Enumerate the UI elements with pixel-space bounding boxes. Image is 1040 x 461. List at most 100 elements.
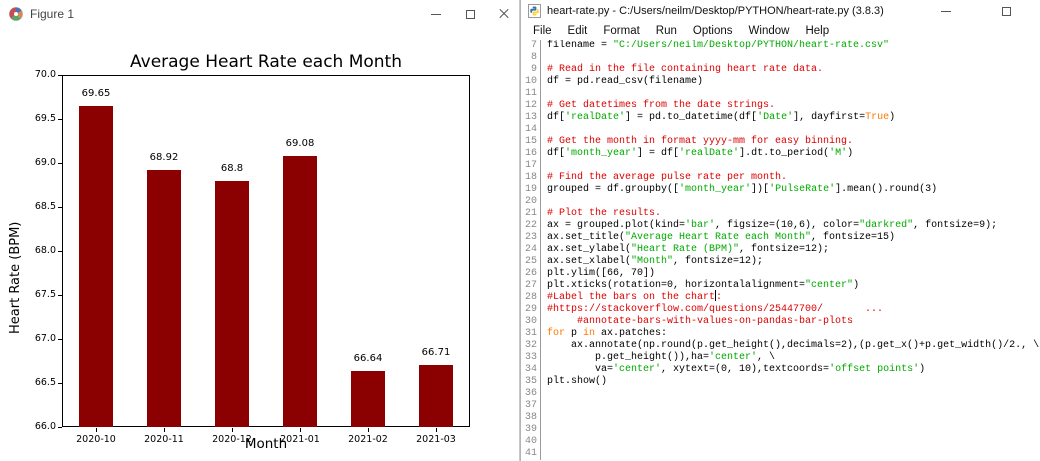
code-line[interactable]: 11 — [521, 88, 1040, 100]
code-line[interactable]: 8 — [521, 52, 1040, 64]
code-line[interactable]: 29 #https://stackoverflow.com/questions/2… — [521, 304, 1040, 316]
code-line[interactable]: 36 — [521, 388, 1040, 400]
code-line-text: ax.set_ylabel("Heart Rate (BPM)", fontsi… — [547, 244, 830, 255]
python-file-icon — [528, 4, 541, 18]
line-number: 12 — [521, 100, 541, 112]
line-number: 28 — [521, 292, 541, 304]
code-line-text: plt.ylim([66, 70]) — [547, 268, 656, 279]
line-number: 23 — [521, 232, 541, 244]
line-number: 7 — [521, 40, 541, 52]
code-editor[interactable]: 7 filename = "C:/Users/neilm/Desktop/PYTH… — [521, 40, 1040, 461]
code-line[interactable]: 21 # Plot the results. — [521, 208, 1040, 220]
x-tick-label: 2020-11 — [144, 434, 184, 445]
maximize-icon — [465, 9, 475, 19]
code-line[interactable]: 20 — [521, 196, 1040, 208]
figure-close-button[interactable] — [487, 0, 521, 28]
code-line[interactable]: 38 — [521, 412, 1040, 424]
line-number: 18 — [521, 172, 541, 184]
code-line[interactable]: 31 for p in ax.patches: — [521, 328, 1040, 340]
code-line[interactable]: 30 #annotate-bars-with-values-on-pandas-… — [521, 316, 1040, 328]
line-number: 17 — [521, 160, 541, 172]
code-line-text: p.get_height()),ha='center', \ — [547, 352, 776, 363]
menu-item-options[interactable]: Options — [692, 25, 733, 37]
y-tick-label: 69.0 — [34, 157, 56, 168]
line-number: 35 — [521, 376, 541, 388]
code-line-text: ax.set_title("Average Heart Rate each Mo… — [547, 232, 896, 243]
line-number: 41 — [521, 448, 541, 460]
chart-xlabel: Month — [244, 436, 288, 452]
figure-maximize-button[interactable] — [453, 0, 487, 28]
matplotlib-icon — [9, 7, 23, 21]
code-line-text: va='center', xytext=(0, 10),textcoords='… — [547, 364, 926, 375]
code-line[interactable]: 35 plt.show() — [521, 376, 1040, 388]
code-line[interactable]: 10 df = pd.read_csv(filename) — [521, 76, 1040, 88]
code-line[interactable]: 15 # Get the month in format yyyy-mm for … — [521, 136, 1040, 148]
code-line[interactable]: 32 ax.annotate(np.round(p.get_height(),d… — [521, 340, 1040, 352]
bar-chart: Average Heart Rate each Month Heart Rate… — [0, 28, 520, 461]
code-line-text: # Get the month in format yyyy-mm for ea… — [547, 136, 854, 147]
maximize-icon — [1001, 6, 1011, 16]
figure-titlebar[interactable]: Figure 1 — [0, 0, 519, 28]
plot-area — [62, 75, 470, 427]
chart-ylabel: Heart Rate (BPM) — [8, 221, 23, 335]
code-line[interactable]: 17 — [521, 160, 1040, 172]
y-tick-label: 69.5 — [34, 113, 56, 124]
menu-item-run[interactable]: Run — [655, 25, 677, 37]
code-line-text: df = pd.read_csv(filename) — [547, 76, 704, 87]
code-line[interactable]: 37 — [521, 400, 1040, 412]
code-line[interactable]: 41 — [521, 448, 1040, 460]
code-line[interactable]: 9 # Read in the file containing heart rat… — [521, 64, 1040, 76]
line-number: 38 — [521, 412, 541, 424]
code-line-text: # Plot the results. — [547, 208, 662, 219]
code-line-text: ax.annotate(np.round(p.get_height(),deci… — [547, 340, 1040, 351]
chart-bar — [283, 155, 317, 427]
y-tick-label: 70.0 — [34, 69, 56, 80]
line-number: 30 — [521, 316, 541, 328]
code-line-text: df['realDate'] = pd.to_datetime(df['Date… — [547, 112, 896, 123]
menu-item-edit[interactable]: Edit — [567, 25, 588, 37]
y-tick-mark — [58, 383, 62, 384]
text-cursor — [715, 290, 717, 301]
editor-titlebar[interactable]: heart-rate.py - C:/Users/neilm/Desktop/P… — [521, 0, 1040, 22]
bar-value-label: 68.92 — [149, 152, 179, 164]
code-line[interactable]: 24 ax.set_ylabel("Heart Rate (BPM)", font… — [521, 244, 1040, 256]
code-line[interactable]: 28 #Label the bars on the chart: — [521, 290, 1040, 304]
figure-minimize-button[interactable] — [419, 0, 453, 28]
code-line[interactable]: 19 grouped = df.groupby(['month_year'])['… — [521, 184, 1040, 196]
code-line[interactable]: 27 plt.xticks(rotation=0, horizontalalign… — [521, 280, 1040, 292]
code-line[interactable]: 34 va='center', xytext=(0, 10),textcoord… — [521, 364, 1040, 376]
line-number: 22 — [521, 220, 541, 232]
menu-item-help[interactable]: Help — [805, 25, 830, 37]
line-number: 19 — [521, 184, 541, 196]
code-line[interactable]: 39 — [521, 424, 1040, 436]
line-number: 11 — [521, 88, 541, 100]
code-line[interactable]: 40 — [521, 436, 1040, 448]
code-line[interactable]: 13 df['realDate'] = pd.to_datetime(df['Da… — [521, 112, 1040, 124]
code-line[interactable]: 16 df['month_year'] = df['realDate'].dt.t… — [521, 148, 1040, 160]
code-line-text: ax.set_xlabel("Month", fontsize=12); — [547, 256, 764, 267]
y-tick-label: 68.0 — [34, 245, 56, 256]
code-line-text: plt.show() — [547, 376, 608, 387]
menu-item-file[interactable]: File — [533, 25, 552, 37]
code-line[interactable]: 7 filename = "C:/Users/neilm/Desktop/PYTH… — [521, 40, 1040, 52]
menu-item-format[interactable]: Format — [603, 25, 640, 37]
editor-maximize-button[interactable] — [989, 0, 1023, 22]
code-line-text: ax = grouped.plot(kind='bar', figsize=(1… — [547, 220, 998, 231]
code-line[interactable]: 23 ax.set_title("Average Heart Rate each … — [521, 232, 1040, 244]
figure-window: Figure 1 Average Heart Rate each Month H… — [0, 0, 520, 461]
line-number: 27 — [521, 280, 541, 292]
editor-minimize-button[interactable] — [929, 0, 963, 22]
line-number: 25 — [521, 256, 541, 268]
code-line[interactable]: 26 plt.ylim([66, 70]) — [521, 268, 1040, 280]
code-line[interactable]: 25 ax.set_xlabel("Month", fontsize=12); — [521, 256, 1040, 268]
y-tick-mark — [58, 251, 62, 252]
line-number: 39 — [521, 424, 541, 436]
menu-item-window[interactable]: Window — [748, 25, 790, 37]
code-line[interactable]: 18 # Find the average pulse rate per mont… — [521, 172, 1040, 184]
code-line[interactable]: 33 p.get_height()),ha='center', \ — [521, 352, 1040, 364]
code-line[interactable]: 22 ax = grouped.plot(kind='bar', figsize=… — [521, 220, 1040, 232]
line-number: 14 — [521, 124, 541, 136]
x-tick-mark — [96, 428, 97, 432]
code-line[interactable]: 12 # Get datetimes from the date strings. — [521, 100, 1040, 112]
code-line[interactable]: 14 — [521, 124, 1040, 136]
